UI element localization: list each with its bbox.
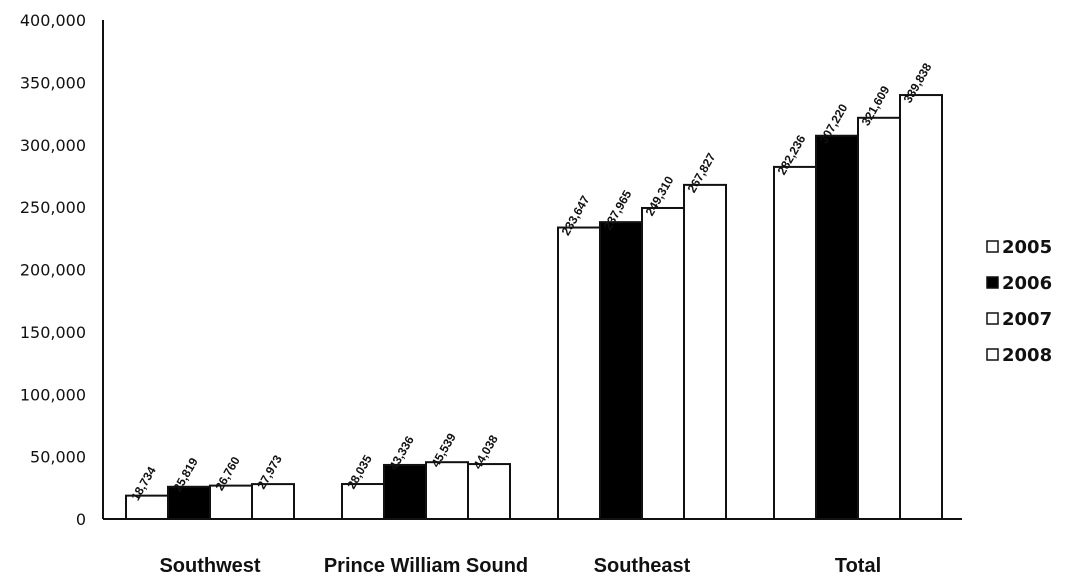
bar-2007-2 <box>641 206 685 520</box>
bar-2007-1 <box>425 461 469 520</box>
legend-swatch <box>986 276 999 289</box>
category-label: Total <box>835 555 881 577</box>
bar-2006-0 <box>167 485 211 521</box>
legend-item-2007: 2007 <box>986 309 1052 330</box>
category-label: Southwest <box>159 555 260 577</box>
y-tick-label: 50,000 <box>30 448 86 467</box>
legend-label: 2008 <box>1002 345 1052 366</box>
category-label: Prince William Sound <box>324 555 528 577</box>
bar-2006-2 <box>599 221 643 520</box>
bar-2008-0 <box>251 483 295 520</box>
category-label: Southeast <box>594 555 691 577</box>
bar-2008-2 <box>683 183 727 521</box>
y-tick-label: 400,000 <box>20 11 86 30</box>
y-axis-ticks: 0 50,000 100,000 150,000 200,000 250,000 300,0… <box>20 11 86 529</box>
bar-2008-1 <box>467 463 511 520</box>
legend-label: 2006 <box>1002 273 1052 294</box>
y-tick-label: 0 <box>76 510 86 529</box>
y-tick-label: 250,000 <box>20 198 86 217</box>
legend-item-2006: 2006 <box>986 273 1052 294</box>
y-tick-label: 200,000 <box>20 261 86 280</box>
legend-item-2008: 2008 <box>986 345 1052 366</box>
legend-item-2005: 2005 <box>986 237 1052 258</box>
bar-2005-3 <box>773 165 817 520</box>
bar-2005-2 <box>557 226 601 520</box>
legend-label: 2005 <box>1002 237 1052 258</box>
y-tick-label: 100,000 <box>20 385 86 404</box>
category-labels: Southwest Prince William Sound Southeast To… <box>159 555 881 577</box>
bar-2006-3 <box>815 134 859 521</box>
legend-swatch <box>986 312 999 325</box>
y-tick-label: 300,000 <box>20 136 86 155</box>
legend-label: 2007 <box>1002 309 1052 330</box>
bar-2007-3 <box>857 116 901 520</box>
legend-swatch <box>986 348 999 361</box>
legend: 2005 2006 2007 2008 <box>986 237 1052 366</box>
bar-2007-0 <box>209 484 253 521</box>
bar-2008-3 <box>899 94 943 520</box>
bars <box>125 94 943 521</box>
bar-2006-1 <box>383 463 427 521</box>
legend-swatch <box>986 240 999 253</box>
bar-2005-1 <box>341 483 385 520</box>
y-tick-label: 150,000 <box>20 323 86 342</box>
y-tick-label: 350,000 <box>20 73 86 92</box>
